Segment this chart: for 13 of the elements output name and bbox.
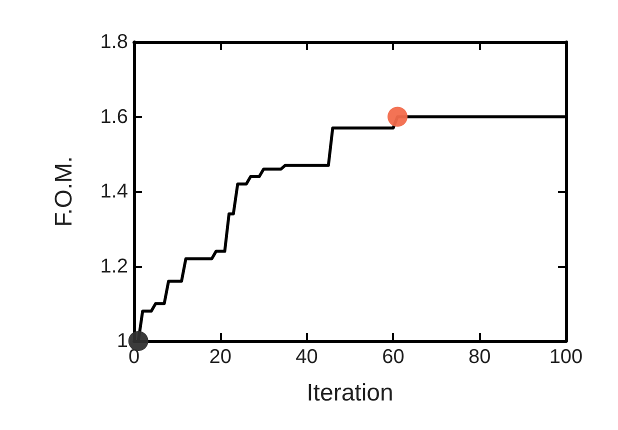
y-tick-label: 1.6 (100, 106, 128, 128)
x-tick-label: 20 (209, 346, 232, 368)
x-tick-label: 80 (468, 346, 491, 368)
y-tick-label: 1.4 (100, 180, 128, 202)
x-axis-title: Iteration (306, 380, 394, 406)
y-tick-label: 1.2 (100, 255, 128, 278)
x-tick-label: 60 (382, 346, 404, 368)
y-tick-label: 1.8 (100, 31, 128, 53)
x-tick-label: 40 (296, 346, 318, 368)
y-tick-label: 1 (116, 330, 128, 352)
y-axis-title: F.O.M. (50, 156, 78, 227)
x-tick-label: 0 (128, 346, 140, 368)
x-tick-label: 100 (549, 346, 583, 368)
